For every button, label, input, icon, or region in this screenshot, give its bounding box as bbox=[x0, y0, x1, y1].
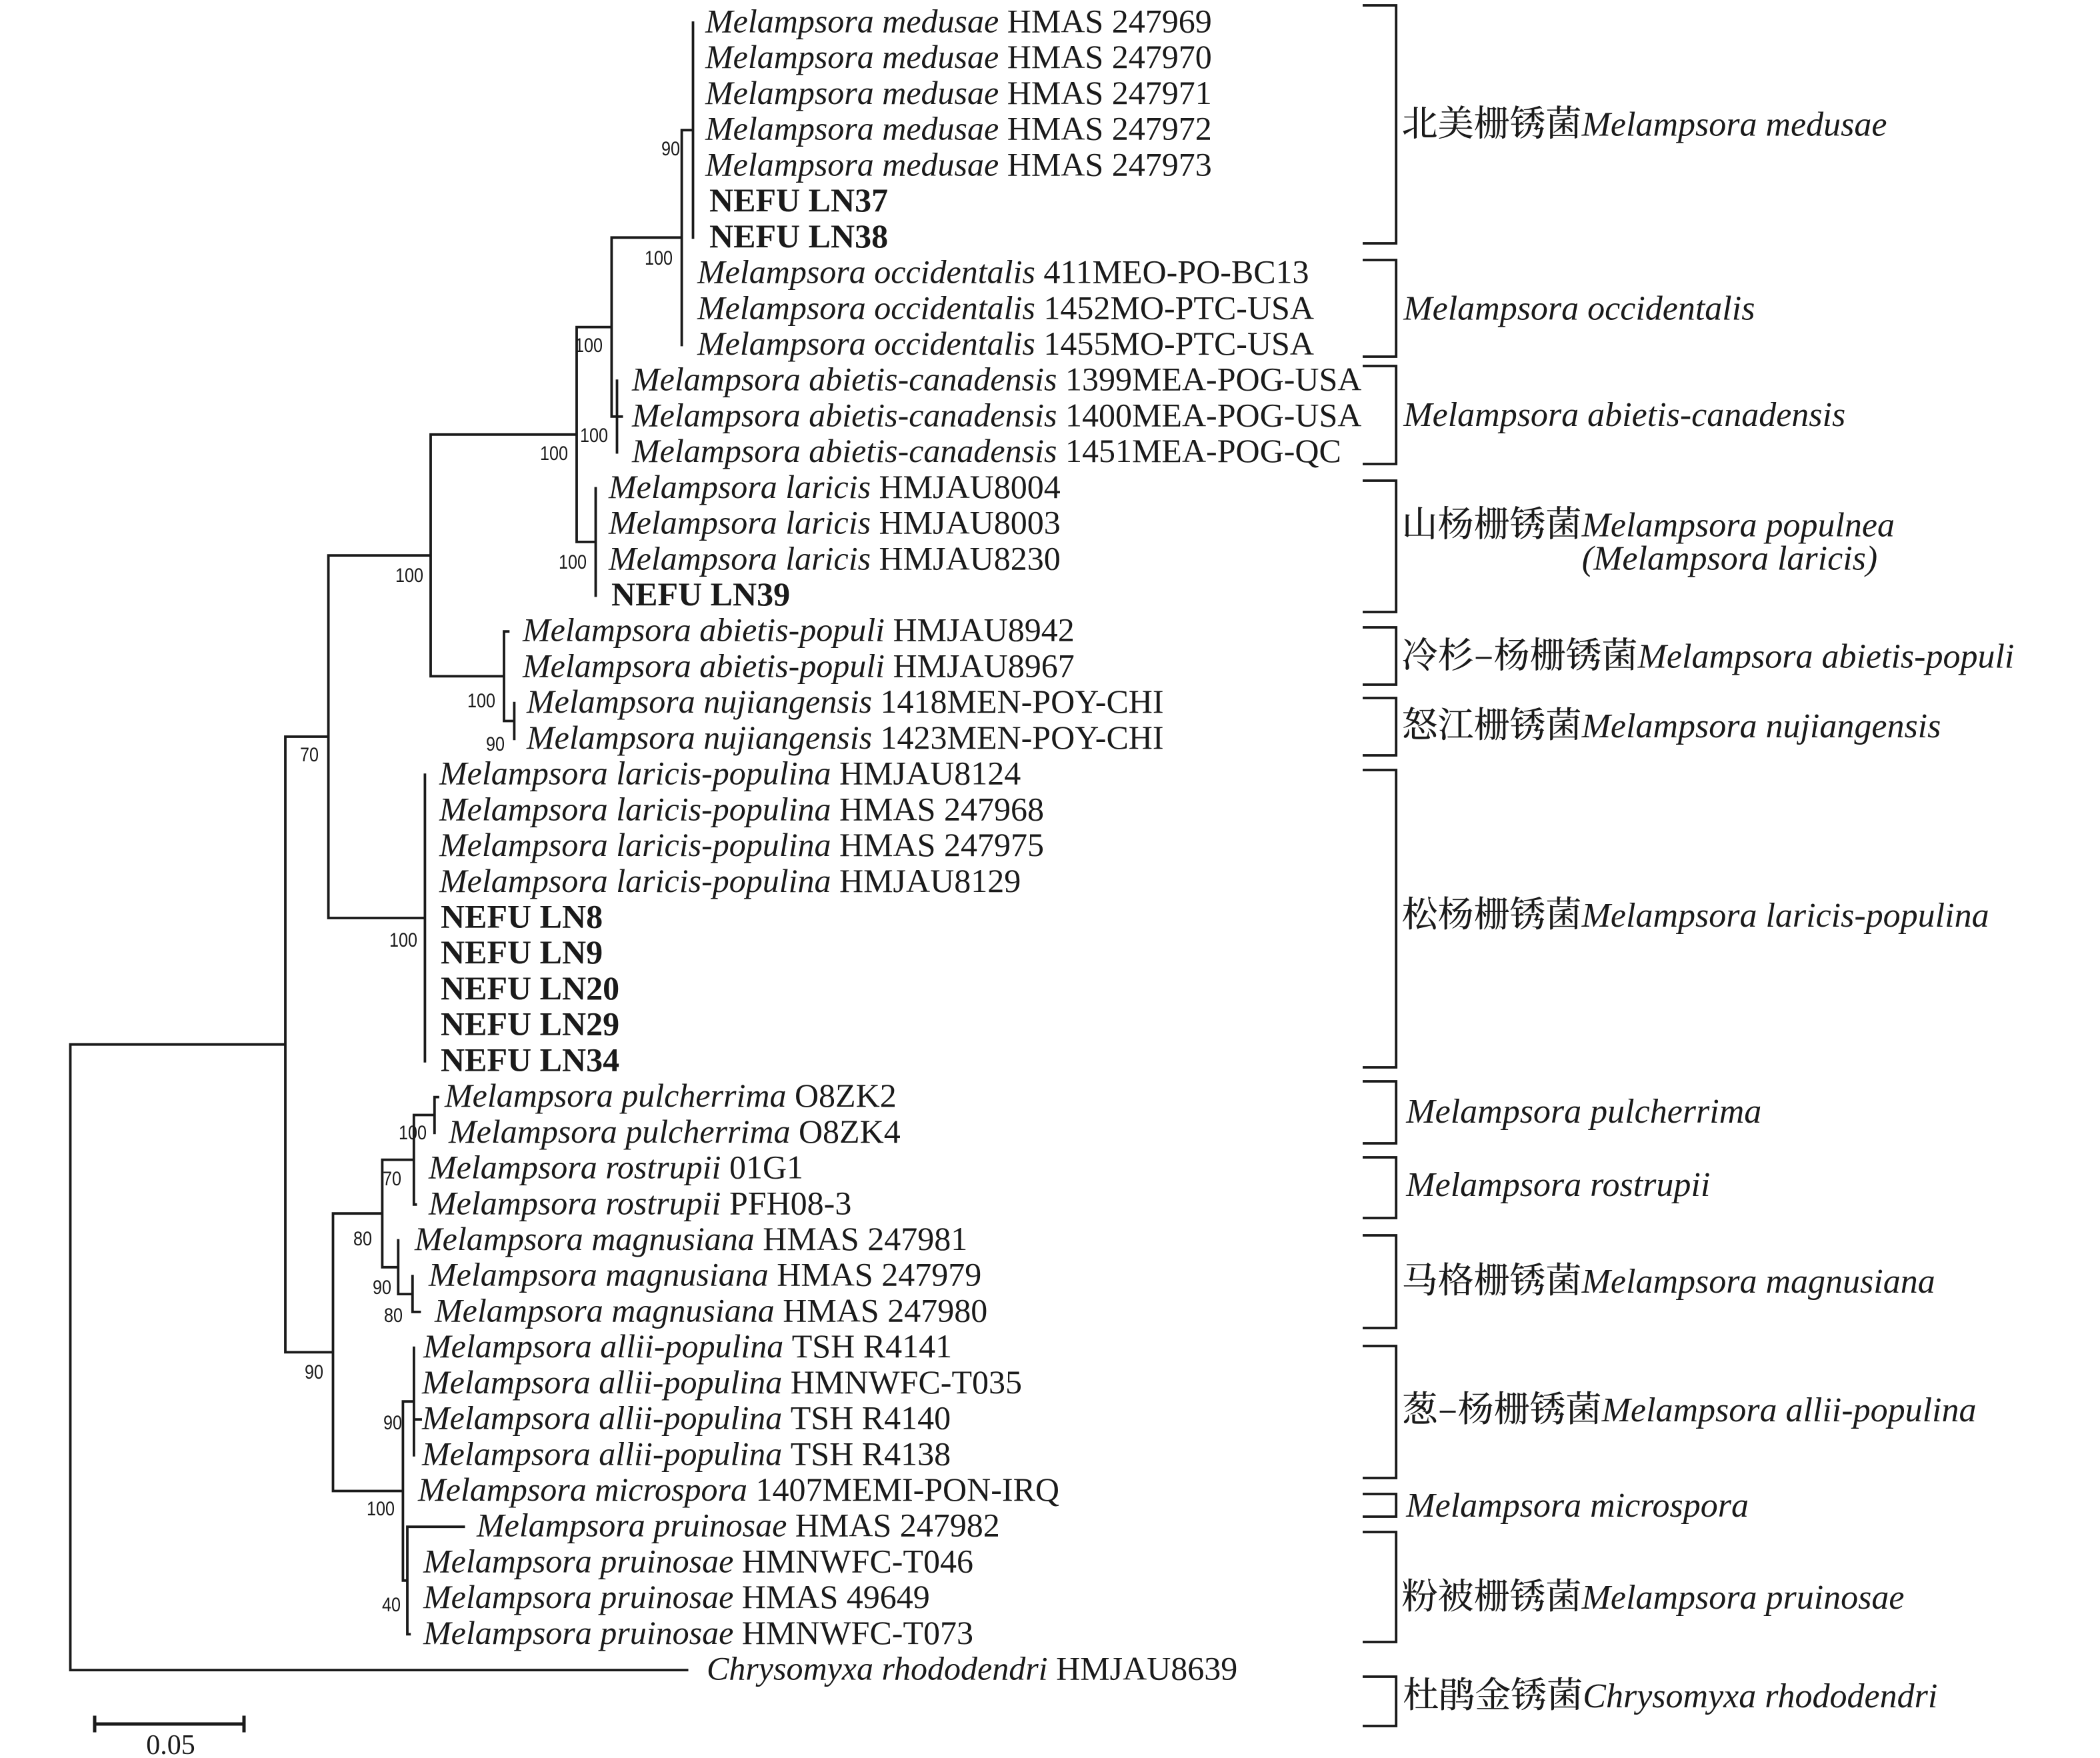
svg-text:(Melampsora laricis): (Melampsora laricis) bbox=[1582, 540, 1877, 578]
svg-text:100: 100 bbox=[580, 424, 608, 447]
svg-text:Melampsora occidentalis 411MEO: Melampsora occidentalis 411MEO-PO-BC13 bbox=[697, 253, 1309, 291]
svg-text:100: 100 bbox=[540, 442, 568, 465]
svg-text:100: 100 bbox=[575, 334, 603, 357]
svg-text:100: 100 bbox=[395, 564, 423, 587]
svg-text:Melampsora pruinosae HMNWFC-T0: Melampsora pruinosae HMNWFC-T046 bbox=[423, 1543, 973, 1580]
svg-text:Melampsora allii-populina: Melampsora allii-populina bbox=[1601, 1391, 1977, 1429]
svg-text:Melampsora medusae HMAS 247970: Melampsora medusae HMAS 247970 bbox=[705, 38, 1212, 75]
svg-text:Melampsora laricis-populina HM: Melampsora laricis-populina HMJAU8129 bbox=[439, 862, 1021, 899]
svg-text:Melampsora populnea: Melampsora populnea bbox=[1581, 507, 1895, 545]
svg-text:90: 90 bbox=[383, 1411, 402, 1434]
svg-text:Melampsora pulcherrima: Melampsora pulcherrima bbox=[1405, 1093, 1761, 1131]
svg-text:Melampsora pulcherrima O8ZK4: Melampsora pulcherrima O8ZK4 bbox=[448, 1113, 901, 1150]
svg-text:Melampsora abietis-populi HMJA: Melampsora abietis-populi HMJAU8967 bbox=[522, 647, 1075, 685]
svg-text:Melampsora magnusiana HMAS 247: Melampsora magnusiana HMAS 247979 bbox=[428, 1256, 981, 1293]
svg-text:Melampsora laricis HMJAU8003: Melampsora laricis HMJAU8003 bbox=[608, 504, 1061, 541]
svg-text:90: 90 bbox=[661, 137, 680, 160]
svg-text:Melampsora abietis-canadensis: Melampsora abietis-canadensis 1399MEA-PO… bbox=[631, 361, 1361, 398]
svg-text:Melampsora laricis-populina HM: Melampsora laricis-populina HMAS 247968 bbox=[439, 790, 1044, 827]
svg-text:Melampsora allii-populina TSH: Melampsora allii-populina TSH R4138 bbox=[421, 1435, 951, 1472]
svg-text:Melampsora abietis-canadensis: Melampsora abietis-canadensis bbox=[1403, 396, 1845, 434]
svg-text:NEFU LN37: NEFU LN37 bbox=[709, 181, 888, 219]
svg-text:Melampsora laricis HMJAU8004: Melampsora laricis HMJAU8004 bbox=[608, 468, 1061, 505]
svg-text:100: 100 bbox=[389, 929, 417, 951]
svg-text:100: 100 bbox=[399, 1121, 427, 1144]
svg-text:Melampsora occidentalis: Melampsora occidentalis bbox=[1403, 289, 1755, 327]
svg-text:100: 100 bbox=[645, 247, 673, 269]
svg-text:Melampsora medusae HMAS 247972: Melampsora medusae HMAS 247972 bbox=[705, 110, 1212, 147]
svg-text:Melampsora pruinosae HMAS 4964: Melampsora pruinosae HMAS 49649 bbox=[423, 1578, 930, 1615]
svg-text:90: 90 bbox=[305, 1361, 323, 1383]
svg-text:40: 40 bbox=[382, 1593, 401, 1616]
svg-text:Melampsora medusae HMAS 247971: Melampsora medusae HMAS 247971 bbox=[705, 74, 1212, 111]
svg-text:NEFU LN34: NEFU LN34 bbox=[441, 1041, 619, 1078]
svg-text:Melampsora pruinosae: Melampsora pruinosae bbox=[1581, 1579, 1905, 1617]
svg-text:Melampsora microspora: Melampsora microspora bbox=[1405, 1487, 1749, 1525]
svg-text:Melampsora rostrupii 01G1: Melampsora rostrupii 01G1 bbox=[428, 1149, 803, 1186]
svg-text:Melampsora pruinosae HMNWFC-T0: Melampsora pruinosae HMNWFC-T073 bbox=[423, 1614, 973, 1651]
svg-text:Chrysomyxa rhododendri HMJAU86: Chrysomyxa rhododendri HMJAU8639 bbox=[707, 1650, 1237, 1687]
svg-text:100: 100 bbox=[367, 1497, 395, 1520]
svg-text:Melampsora occidentalis 1455MO: Melampsora occidentalis 1455MO-PTC-USA bbox=[697, 325, 1314, 362]
svg-text:Melampsora allii-populina TSH: Melampsora allii-populina TSH R4140 bbox=[421, 1399, 951, 1437]
svg-text:90: 90 bbox=[486, 733, 505, 755]
svg-text:Melampsora rostrupii: Melampsora rostrupii bbox=[1405, 1166, 1710, 1204]
svg-text:80: 80 bbox=[353, 1227, 372, 1250]
svg-text:Melampsora laricis HMJAU8230: Melampsora laricis HMJAU8230 bbox=[608, 539, 1061, 577]
svg-text:90: 90 bbox=[373, 1276, 391, 1299]
svg-text:Melampsora magnusiana HMAS 247: Melampsora magnusiana HMAS 247980 bbox=[434, 1291, 987, 1329]
svg-text:70: 70 bbox=[383, 1167, 401, 1190]
svg-text:Melampsora nujiangensis: Melampsora nujiangensis bbox=[1581, 707, 1941, 745]
svg-text:Melampsora abietis-canadensis: Melampsora abietis-canadensis 1400MEA-PO… bbox=[631, 396, 1361, 433]
svg-text:Melampsora laricis-populina: Melampsora laricis-populina bbox=[1581, 897, 1989, 935]
svg-text:NEFU LN29: NEFU LN29 bbox=[441, 1005, 619, 1043]
svg-text:NEFU LN20: NEFU LN20 bbox=[441, 969, 619, 1007]
svg-text:Melampsora pruinosae HMAS 2479: Melampsora pruinosae HMAS 247982 bbox=[476, 1507, 1000, 1544]
svg-text:Chrysomyxa rhododendri: Chrysomyxa rhododendri bbox=[1583, 1677, 1937, 1715]
svg-text:NEFU LN8: NEFU LN8 bbox=[441, 898, 603, 935]
svg-text:100: 100 bbox=[559, 551, 587, 573]
svg-text:Melampsora allii-populina HMNW: Melampsora allii-populina HMNWFC-T035 bbox=[421, 1363, 1022, 1401]
svg-text:Melampsora medusae HMAS 247973: Melampsora medusae HMAS 247973 bbox=[705, 145, 1212, 183]
svg-text:Melampsora abietis-populi: Melampsora abietis-populi bbox=[1637, 638, 2015, 676]
svg-text:Melampsora allii-populina TSH: Melampsora allii-populina TSH R4141 bbox=[423, 1327, 952, 1365]
svg-text:Melampsora microspora 1407MEMI: Melampsora microspora 1407MEMI-PON-IRQ bbox=[417, 1471, 1059, 1508]
svg-text:Melampsora medusae: Melampsora medusae bbox=[1581, 106, 1887, 144]
svg-text:0.05: 0.05 bbox=[146, 1730, 195, 1758]
svg-text:Melampsora abietis-populi HMJA: Melampsora abietis-populi HMJAU8942 bbox=[522, 611, 1075, 649]
svg-text:Melampsora magnusiana: Melampsora magnusiana bbox=[1581, 1263, 1935, 1301]
svg-text:NEFU LN9: NEFU LN9 bbox=[441, 933, 603, 971]
svg-text:NEFU LN39: NEFU LN39 bbox=[611, 575, 790, 613]
svg-text:Melampsora abietis-canadensis: Melampsora abietis-canadensis 1451MEA-PO… bbox=[631, 432, 1341, 469]
svg-text:80: 80 bbox=[384, 1304, 403, 1327]
svg-text:Melampsora medusae HMAS 247969: Melampsora medusae HMAS 247969 bbox=[705, 3, 1212, 40]
svg-text:Melampsora pulcherrima O8ZK2: Melampsora pulcherrima O8ZK2 bbox=[444, 1077, 897, 1114]
svg-text:Melampsora laricis-populina HM: Melampsora laricis-populina HMJAU8124 bbox=[439, 755, 1021, 792]
svg-text:Melampsora laricis-populina HM: Melampsora laricis-populina HMAS 247975 bbox=[439, 826, 1044, 863]
svg-text:70: 70 bbox=[300, 743, 319, 766]
svg-text:NEFU LN38: NEFU LN38 bbox=[709, 217, 888, 255]
svg-text:Melampsora magnusiana HMAS 247: Melampsora magnusiana HMAS 247981 bbox=[414, 1220, 967, 1257]
svg-text:Melampsora occidentalis 1452MO: Melampsora occidentalis 1452MO-PTC-USA bbox=[697, 289, 1314, 326]
svg-text:Melampsora nujiangensis 1418ME: Melampsora nujiangensis 1418MEN-POY-CHI bbox=[526, 683, 1164, 720]
svg-text:Melampsora rostrupii PFH08-3: Melampsora rostrupii PFH08-3 bbox=[428, 1184, 851, 1221]
svg-text:Melampsora nujiangensis 1423ME: Melampsora nujiangensis 1423MEN-POY-CHI bbox=[526, 719, 1164, 756]
svg-text:100: 100 bbox=[467, 689, 495, 712]
